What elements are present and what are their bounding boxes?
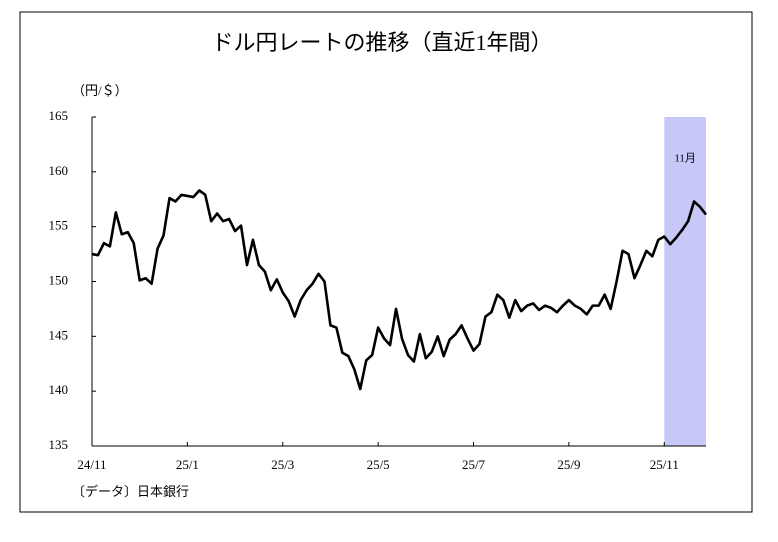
x-tick-label: 24/11 [77, 457, 106, 472]
y-tick-label: 165 [49, 108, 69, 123]
y-tick-label: 160 [49, 163, 69, 178]
x-tick-label: 25/11 [650, 457, 679, 472]
x-tick-label: 25/3 [271, 457, 294, 472]
frame [19, 11, 753, 513]
highlight-band [664, 117, 706, 446]
x-tick-label: 25/1 [176, 457, 199, 472]
y-tick-label: 155 [49, 218, 69, 233]
highlight-label: 11月 [674, 153, 696, 165]
x-tick-label: 25/9 [557, 457, 580, 472]
y-tick-label: 145 [49, 327, 69, 342]
x-tick-label: 25/5 [367, 457, 390, 472]
source: 〔データ〕日本銀行 [72, 484, 189, 499]
chart-title: ドル円レートの推移（直近1年間） [211, 30, 552, 55]
x-tick-label: 25/7 [462, 457, 486, 472]
y-tick-label: 135 [49, 437, 69, 452]
y-tick-label: 150 [49, 272, 69, 287]
line-series [91, 189, 708, 391]
y-axis-label: （円/＄） [72, 83, 128, 98]
y-tick-label: 140 [49, 382, 69, 397]
